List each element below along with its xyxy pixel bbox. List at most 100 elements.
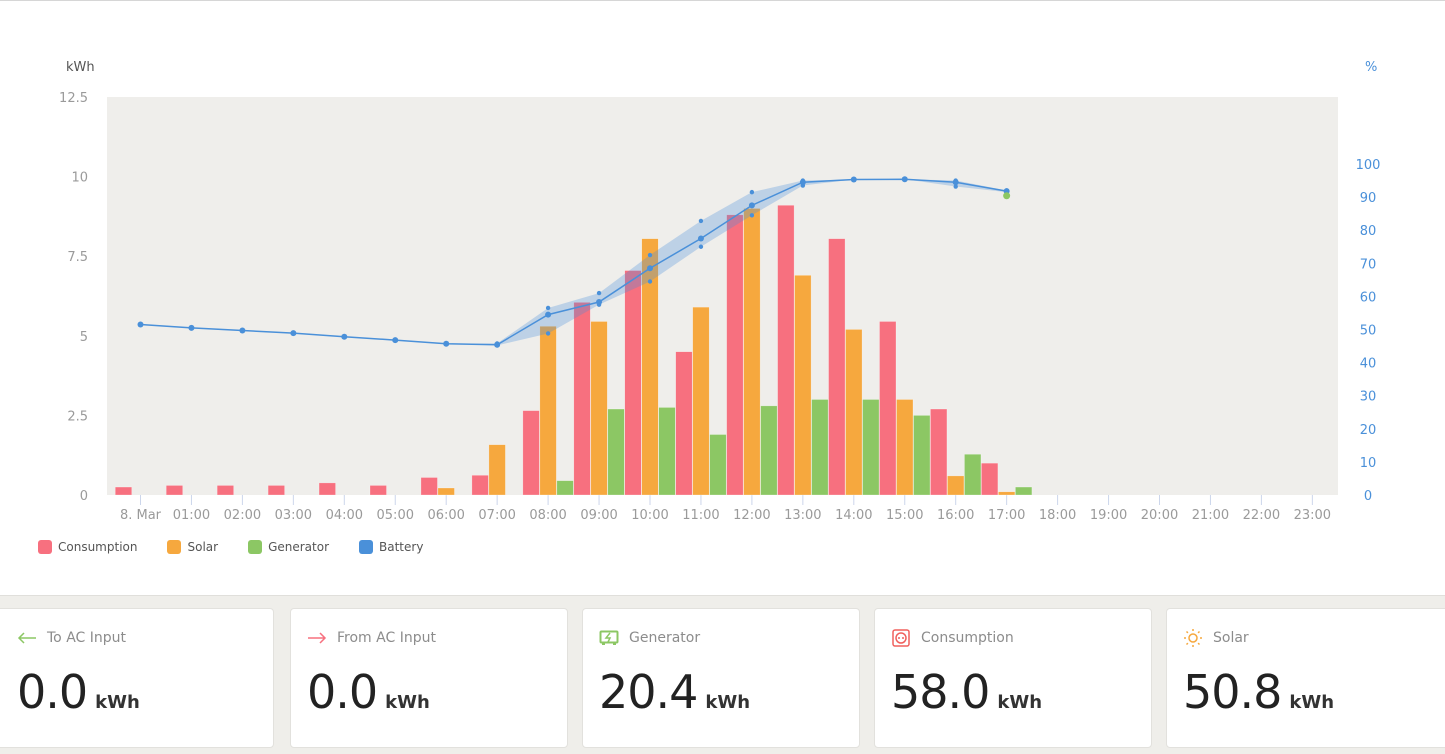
- battery-point: [188, 324, 195, 331]
- card-title: From AC Input: [337, 630, 436, 646]
- card-to-ac-input: To AC Input 0.0 kWh: [0, 608, 274, 748]
- bar-consumption: [267, 485, 285, 496]
- bar-solar: [743, 208, 761, 496]
- bar-solar: [947, 475, 965, 496]
- legend-label: Consumption: [58, 540, 138, 554]
- x-tick-label: 12:00: [733, 508, 770, 523]
- card-value: 0.0: [17, 665, 88, 719]
- bar-solar: [641, 238, 659, 496]
- bar-consumption: [369, 485, 387, 496]
- battery-max-point: [596, 290, 602, 296]
- battery-point: [443, 340, 450, 347]
- card-unit: kWh: [1289, 692, 1335, 713]
- legend-item-solar[interactable]: Solar: [167, 540, 218, 554]
- battery-current-point: [1003, 192, 1011, 200]
- bar-generator: [760, 405, 778, 496]
- card-value: 58.0: [891, 665, 990, 719]
- x-tick-label: 23:00: [1294, 508, 1331, 523]
- bar-generator: [607, 408, 625, 496]
- x-tick-label: 22:00: [1243, 508, 1280, 523]
- card-unit: kWh: [705, 692, 751, 713]
- card-from-ac-input: From AC Input 0.0 kWh: [290, 608, 568, 748]
- battery-point: [290, 330, 297, 337]
- legend-swatch-battery: [359, 540, 374, 554]
- bar-consumption: [420, 477, 438, 496]
- x-tick-label: 05:00: [377, 508, 414, 523]
- y2-axis-ticks: 0 10 20 30 40 50 60 70 80 90 100: [1356, 158, 1381, 504]
- battery-min-point: [800, 183, 806, 188]
- legend-swatch-consumption: [38, 540, 52, 554]
- bar-consumption: [318, 482, 336, 496]
- generator-icon: [599, 629, 619, 647]
- battery-point: [647, 265, 653, 272]
- x-tick-label: 16:00: [937, 508, 974, 523]
- battery-min-point: [953, 184, 958, 189]
- bar-consumption: [981, 462, 999, 496]
- battery-max-point: [698, 218, 704, 224]
- bar-solar: [488, 444, 506, 496]
- card-value: 20.4: [599, 665, 698, 719]
- y2-tick-label: 90: [1360, 191, 1377, 206]
- x-tick-label: 11:00: [682, 508, 719, 523]
- y-tick-label: 7.5: [67, 250, 88, 265]
- bar-solar: [794, 275, 812, 496]
- x-tick-label: 18:00: [1039, 508, 1076, 523]
- bar-generator: [964, 453, 982, 496]
- y2-tick-label: 30: [1360, 390, 1377, 405]
- bar-generator: [1015, 486, 1033, 496]
- x-tick-label: 21:00: [1192, 508, 1229, 523]
- card-title: Consumption: [921, 630, 1014, 646]
- bar-solar: [998, 491, 1016, 496]
- y-tick-label: 5: [80, 330, 88, 345]
- card-solar: Solar 50.8 kWh: [1166, 608, 1445, 748]
- y2-tick-label: 10: [1360, 456, 1377, 471]
- bar-generator: [862, 399, 880, 496]
- bar-consumption: [828, 238, 846, 496]
- y-axis-ticks: 0 2.5 5 7.5 10 12.5: [59, 91, 88, 504]
- battery-range-area: [140, 179, 1007, 346]
- y2-tick-label: 0: [1364, 489, 1372, 504]
- x-tick-label: 15:00: [886, 508, 923, 523]
- legend-label: Solar: [187, 540, 219, 554]
- battery-max-point: [953, 178, 958, 183]
- x-tick-label: 08:00: [529, 508, 566, 523]
- battery-min-point: [647, 279, 653, 284]
- battery-point: [697, 235, 704, 242]
- socket-icon: [891, 629, 911, 647]
- battery-point: [850, 176, 857, 183]
- bar-consumption: [675, 351, 693, 496]
- card-unit: kWh: [385, 692, 430, 713]
- battery-max-point: [545, 305, 551, 311]
- battery-line: [140, 178, 1007, 346]
- x-tick-label: 8. Mar: [120, 508, 162, 523]
- x-tick-label: 13:00: [784, 508, 821, 523]
- bar-consumption: [216, 485, 234, 496]
- bar-consumption: [573, 302, 591, 496]
- legend-item-battery[interactable]: Battery: [359, 540, 423, 554]
- top-divider: [0, 0, 1445, 1]
- card-generator: Generator 20.4 kWh: [582, 608, 860, 748]
- x-tick-label: 03:00: [275, 508, 312, 523]
- x-tick-label: 20:00: [1141, 508, 1178, 523]
- legend-item-consumption[interactable]: Consumption: [38, 540, 137, 554]
- bar-solar: [539, 325, 557, 496]
- y-tick-label: 12.5: [59, 91, 88, 106]
- legend-item-generator[interactable]: Generator: [248, 540, 329, 554]
- card-unit: kWh: [997, 692, 1043, 713]
- arrow-right-icon: [307, 629, 327, 647]
- battery-max-point: [749, 189, 755, 195]
- bar-consumption: [471, 475, 489, 496]
- battery-min-point: [545, 331, 551, 336]
- bar-consumption: [115, 486, 132, 496]
- legend-swatch-solar: [167, 540, 182, 554]
- bar-consumption: [726, 214, 744, 496]
- y-tick-label: 10: [71, 171, 88, 186]
- bar-generator: [658, 407, 676, 496]
- bar-consumption: [624, 270, 642, 496]
- battery-point: [137, 321, 144, 328]
- bar-solar: [692, 306, 710, 496]
- y2-tick-label: 100: [1356, 158, 1381, 173]
- bar-consumption: [879, 321, 897, 496]
- card-value: 50.8: [1183, 665, 1282, 719]
- card-unit: kWh: [95, 692, 140, 713]
